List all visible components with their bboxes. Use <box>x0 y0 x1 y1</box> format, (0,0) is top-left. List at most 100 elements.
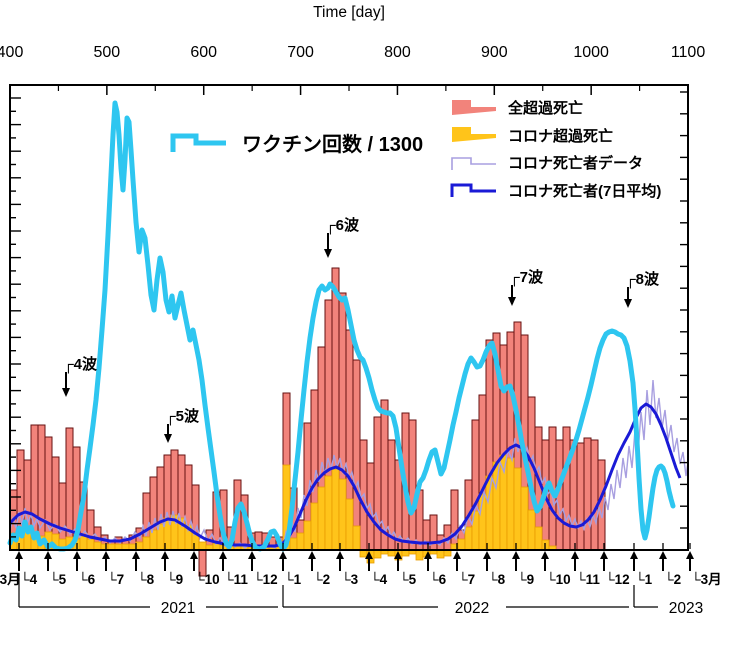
yellow-bar <box>310 502 319 551</box>
wave-arrow-head <box>624 299 632 308</box>
month-arrow-head <box>219 551 227 559</box>
month-arrow-head <box>365 551 373 559</box>
month-label: └2 <box>664 571 681 587</box>
month-arrow-head <box>483 551 491 559</box>
wave-arrow-head <box>62 388 70 397</box>
month-arrow-head <box>190 551 198 559</box>
wave-label: ┌7波 <box>509 268 544 287</box>
month-label: └3 <box>341 571 359 587</box>
month-arrow-head <box>102 551 110 559</box>
wave-arrow-head <box>508 297 516 306</box>
month-label: └6 <box>78 571 96 587</box>
covid-avg7-line <box>8 402 682 548</box>
yellow-bar <box>149 529 158 551</box>
month-arrow-head <box>161 551 169 559</box>
year-label: 2023 <box>669 600 703 617</box>
wave-label: ┌4波 <box>63 355 98 374</box>
month-arrow-head <box>44 551 52 559</box>
month-label: └8 <box>488 571 506 587</box>
legend-label: 全超過死亡 <box>508 100 584 118</box>
legend-label: コロナ死亡者データ <box>508 155 644 173</box>
month-label: └5 <box>399 571 417 587</box>
yellow-bar-negative <box>436 549 445 559</box>
month-label: └7 <box>458 571 475 587</box>
vaccine-legend: ワクチン回数 / 1300 <box>170 128 423 157</box>
covid-daily-line-sample-icon <box>451 156 496 170</box>
month-label: └6 <box>429 571 447 587</box>
yellow-bar-negative <box>359 549 368 558</box>
x-tick-label: 700 <box>287 44 314 61</box>
pink-bar <box>352 359 361 551</box>
month-label: └8 <box>137 571 155 587</box>
x-tick-label: 1100 <box>671 44 706 61</box>
yellow-bar <box>324 475 333 551</box>
yellow-bar <box>79 535 88 551</box>
month-label: └3月 <box>691 571 722 587</box>
x-tick-label: 400 <box>0 44 23 61</box>
month-label: └1 <box>284 571 302 587</box>
month-label: └11 <box>224 571 248 587</box>
pink-bar <box>590 439 599 551</box>
year-label: 2022 <box>455 600 489 617</box>
wave-label: ┌5波 <box>165 407 200 426</box>
month-label: └4 <box>370 571 388 587</box>
pink-bar <box>408 419 417 551</box>
x-tick-label: 1000 <box>573 44 609 61</box>
yellow-bar <box>338 478 347 551</box>
month-arrow-head <box>630 551 638 559</box>
yellow-bar <box>331 468 340 551</box>
x-tick-label: 800 <box>384 44 411 61</box>
legend-row-covid-avg7: コロナ死亡者(7日平均) <box>450 177 661 205</box>
vaccine-line <box>7 100 676 552</box>
month-label: └10 <box>546 571 571 587</box>
yellow-bar <box>289 537 298 551</box>
month-label: └3月 <box>0 571 21 587</box>
yellow-bar <box>485 475 494 551</box>
x-axis-title: Time [day] <box>313 4 385 21</box>
yellow-bar <box>345 498 354 551</box>
wave-arrow-head <box>324 249 332 258</box>
month-label: └5 <box>49 571 67 587</box>
pink-bar <box>450 489 459 551</box>
yellow-bar <box>492 461 501 551</box>
month-label: └9 <box>517 571 534 587</box>
month-label: └1 <box>635 571 653 587</box>
covid-excess-swatch-icon <box>452 127 496 143</box>
yellow-bar <box>513 467 522 551</box>
month-label: └9 <box>166 571 183 587</box>
month-arrow-head <box>686 551 694 559</box>
yellow-bar <box>296 532 305 551</box>
month-label: └12 <box>253 571 278 587</box>
yellow-bar <box>457 538 466 551</box>
yellow-bar <box>142 536 151 551</box>
legend-label: コロナ超過死亡 <box>508 127 614 145</box>
month-arrow-head <box>394 551 402 559</box>
year-label: 2021 <box>161 600 195 617</box>
x-tick-label: 900 <box>481 44 508 61</box>
total-excess-swatch-icon <box>452 99 496 115</box>
month-arrow-head <box>600 551 608 559</box>
month-arrow-head <box>336 551 344 559</box>
yellow-bar <box>317 486 326 551</box>
month-arrow-head <box>571 551 579 559</box>
yellow-bar <box>534 526 543 551</box>
yellow-bar-negative <box>373 549 382 559</box>
month-label: └12 <box>605 571 630 587</box>
chart-legend: 全超過死亡 コロナ超過死亡 コロナ死亡者データ コロナ死亡者(7日平均) <box>450 94 661 204</box>
yellow-bar <box>86 538 95 551</box>
covid-avg7-line-sample-icon <box>450 183 496 198</box>
wave-label: ┌8波 <box>625 270 660 289</box>
month-label: └2 <box>313 571 330 587</box>
pink-bar <box>583 437 592 551</box>
vaccine-line-sample-icon <box>170 133 226 152</box>
legend-row-covid-excess: コロナ超過死亡 <box>450 122 661 150</box>
month-arrow-head <box>424 551 432 559</box>
yellow-bar <box>464 526 473 551</box>
month-label: └10 <box>195 571 220 587</box>
month-arrow-head <box>73 551 81 559</box>
month-arrow-head <box>453 551 461 559</box>
pink-bar <box>422 519 431 551</box>
yellow-bar <box>520 486 529 551</box>
yellow-bar <box>527 509 536 551</box>
yellow-bar <box>303 520 312 551</box>
